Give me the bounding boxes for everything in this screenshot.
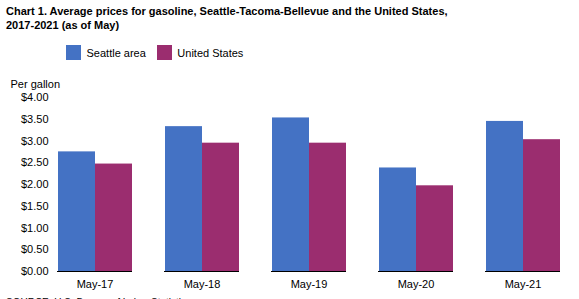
svg-text:$3.50: $3.50 <box>21 112 49 124</box>
html-text:United States: United States <box>177 46 244 59</box>
svg-text:May-21: May-21 <box>505 278 542 290</box>
svg-text:May-17: May-17 <box>77 278 114 290</box>
svg-text:May-19: May-19 <box>291 278 328 290</box>
html-text:Seattle area: Seattle area <box>86 46 146 59</box>
svg-text:$0.50: $0.50 <box>21 243 49 255</box>
html-text:Chart 1. Average prices for ga: Chart 1. Average prices for gasoline, Se… <box>6 5 448 31</box>
svg-text:$1.50: $1.50 <box>21 199 49 211</box>
svg-text:$2.50: $2.50 <box>21 156 49 168</box>
svg-text:$0.00: $0.00 <box>21 265 49 277</box>
svg-text:$4.00: $4.00 <box>21 91 49 103</box>
svg-text:Per gallon: Per gallon <box>11 78 61 90</box>
svg-text:May-20: May-20 <box>398 278 435 290</box>
svg-text:$2.00: $2.00 <box>21 178 49 190</box>
svg-text:$1.00: $1.00 <box>21 221 49 233</box>
svg-text:May-18: May-18 <box>184 278 221 290</box>
svg-text:$3.00: $3.00 <box>21 134 49 146</box>
